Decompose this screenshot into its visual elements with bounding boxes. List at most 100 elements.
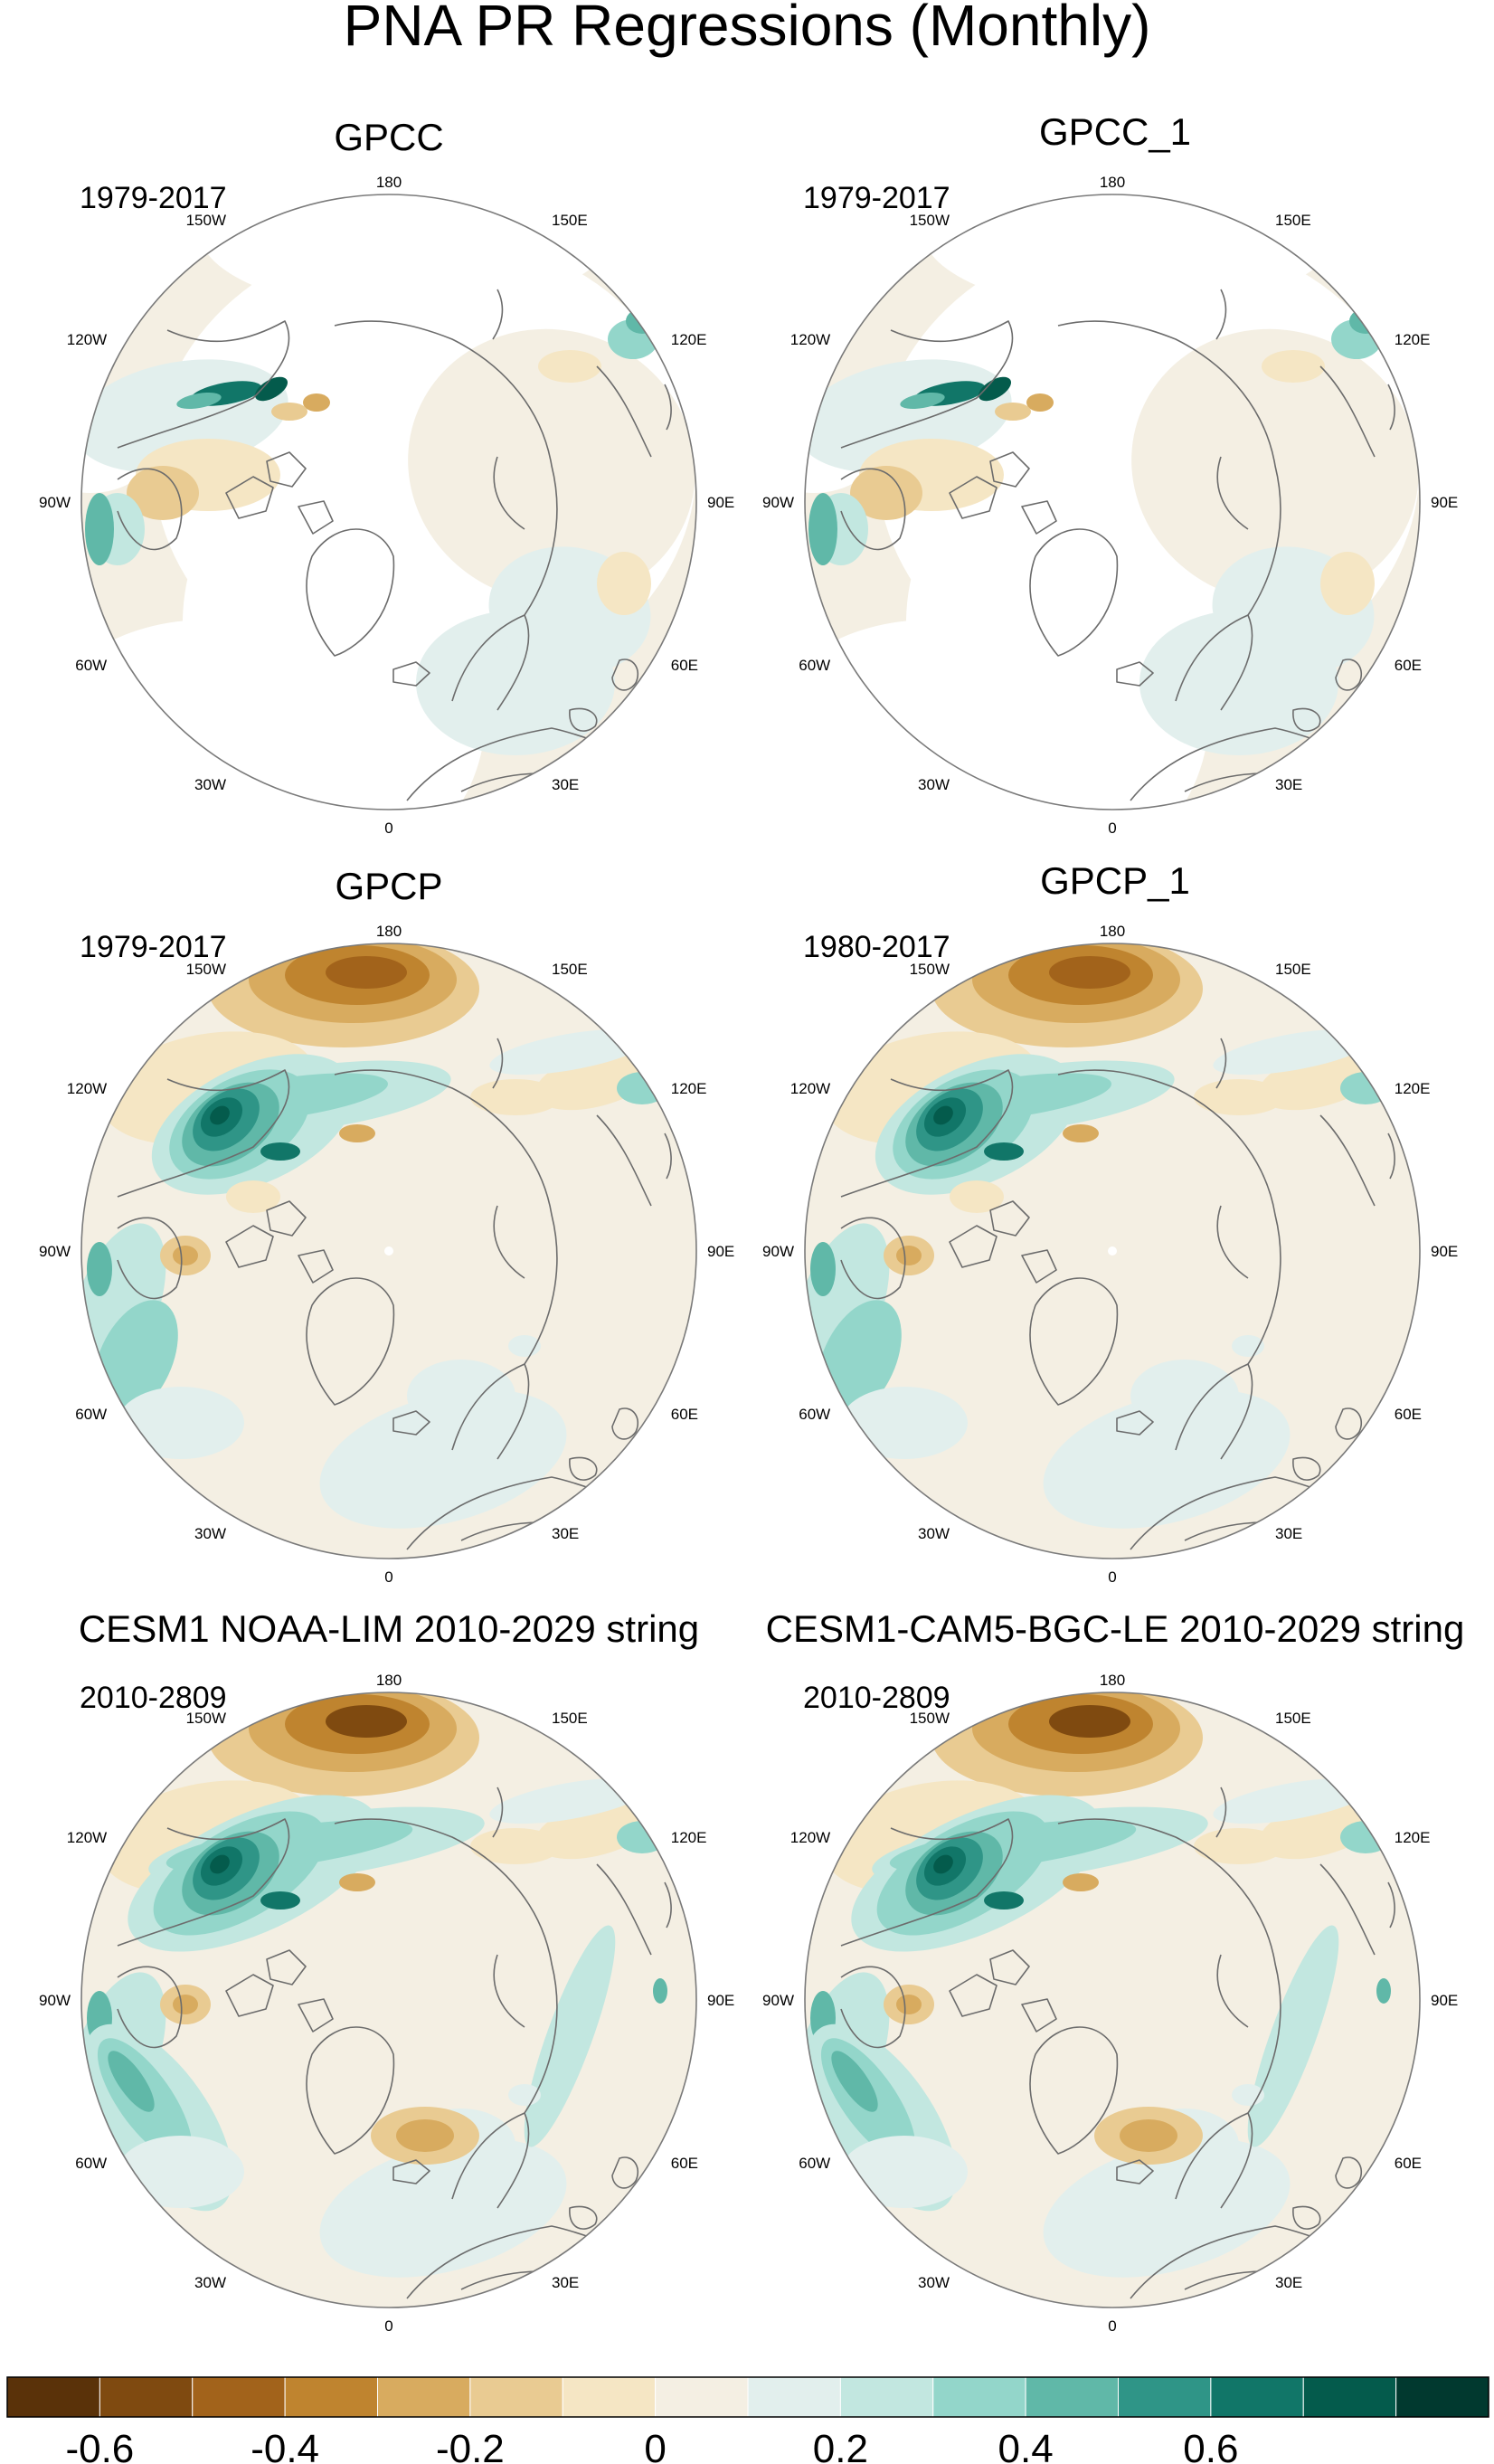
coastline-north-america — [840, 1818, 1014, 1947]
longitude-label: 120E — [1395, 331, 1431, 348]
longitude-label: 90W — [762, 1243, 794, 1260]
longitude-label: 120W — [67, 1829, 107, 1846]
colorbar-swatch — [747, 2376, 841, 2418]
longitude-label: 120E — [1395, 1829, 1431, 1846]
coastline-black-sea — [1292, 707, 1321, 732]
longitude-label: 60W — [75, 1406, 107, 1423]
panel-title: GPCP — [335, 865, 442, 907]
coastline-arctic-island — [949, 476, 998, 519]
longitude-label: 30E — [1275, 2274, 1302, 2291]
longitude-label: 180 — [376, 1672, 402, 1689]
coastline-kamchatka — [1215, 1786, 1227, 1838]
polar-map — [805, 1692, 1420, 2308]
longitude-label: 150E — [1275, 961, 1311, 978]
longitude-label: 120W — [67, 1080, 107, 1097]
coastline-iceland — [392, 2159, 430, 2184]
longitude-label: 60E — [671, 2155, 698, 2172]
anomaly-wet-strong — [260, 1891, 300, 1910]
coastline-japan — [664, 1881, 672, 1929]
longitude-label: 90E — [707, 1992, 734, 2009]
anomaly-dry-strong — [326, 1705, 407, 1738]
colorbar-tick-label: -0.4 — [251, 2427, 319, 2464]
coastline-greenland — [1029, 2026, 1119, 2155]
coastline-arctic-island — [225, 1225, 274, 1268]
pole-missing-data — [1108, 1246, 1117, 1256]
longitude-label: 60E — [671, 1406, 698, 1423]
map-boundary — [80, 1692, 697, 2308]
longitude-label: 30W — [918, 1525, 950, 1542]
anomaly-dry — [1120, 2119, 1177, 2152]
longitude-label: 0 — [1108, 1568, 1116, 1586]
anomaly-dry — [1026, 393, 1054, 412]
longitude-label: 90W — [762, 494, 794, 511]
ocean-mask — [81, 620, 371, 810]
coastline-arctic-island — [298, 1998, 334, 2033]
coastline-black-sea — [569, 2205, 598, 2230]
anomaly-dry — [597, 552, 651, 615]
coastline-novaya-zemlya — [1216, 1205, 1249, 1279]
anomaly-wet-weak — [319, 1389, 567, 1529]
anomaly-wet — [810, 1242, 836, 1296]
longitude-label: 150W — [910, 212, 950, 229]
coastline-iceland — [1116, 1410, 1154, 1436]
anomaly-dry-strong — [1049, 1705, 1130, 1738]
coastline-east-asia — [596, 365, 652, 458]
colorbar-swatch — [1118, 2376, 1212, 2418]
longitude-label: 150E — [552, 212, 588, 229]
coastline-caspian-sea — [611, 2156, 639, 2189]
longitude-label: 180 — [1100, 923, 1125, 940]
colorbar-tick-label: 0.2 — [813, 2427, 868, 2464]
anomaly-wet — [900, 393, 945, 409]
colorbar-swatch — [839, 2376, 934, 2418]
anomaly-dry — [173, 1995, 198, 2014]
coastline-arctic-island — [1021, 1998, 1057, 2033]
coastline-caspian-sea — [1335, 2156, 1363, 2189]
polar-map — [81, 943, 696, 1559]
anomaly-wet-strong — [210, 1854, 230, 1874]
coastline-iceland — [392, 661, 430, 687]
panel-title: CESM1 NOAA-LIM 2010-2029 string — [79, 1607, 699, 1650]
map-panel-cesm1-cam5-bgc-le: 180 150E 120E 90E 60E 30E 0 30W 60W 90W 120W 150W CE… — [762, 1607, 1464, 2335]
longitude-label: 180 — [1100, 1672, 1125, 1689]
anomaly-wet-weak — [1213, 1777, 1374, 1824]
coastline-siberia — [1057, 1818, 1281, 2114]
colorbar-swatch — [1025, 2376, 1119, 2418]
coastline-novaya-zemlya — [493, 1954, 525, 2028]
coastline-japan — [664, 384, 672, 431]
panel-years: 1979-2017 — [80, 181, 227, 215]
colorbar-swatch — [932, 2376, 1026, 2418]
coastline-arctic-island — [298, 1249, 334, 1284]
longitude-label: 150W — [186, 1710, 226, 1727]
ocean-mask — [922, 194, 1338, 312]
longitude-label: 60W — [799, 1406, 830, 1423]
anomaly-wet-strong — [254, 376, 288, 402]
coastline-arctic-island — [1021, 1249, 1057, 1284]
colorbar-swatch — [99, 2376, 194, 2418]
colorbar-swatch — [377, 2376, 471, 2418]
anomaly-dry — [950, 1180, 1004, 1213]
colorbar-swatch — [562, 2376, 657, 2418]
anomaly-wet-weak — [1043, 1389, 1291, 1529]
longitude-label: 30W — [918, 2274, 950, 2291]
colorbar-swatch — [1302, 2376, 1397, 2418]
map-panel-cesm1-noaa-lim: 180 150E 120E 90E 60E 30E 0 30W 60W 90W 120W 150W CE… — [39, 1607, 734, 2335]
map-boundary — [80, 194, 697, 810]
anomaly-dry — [1194, 1079, 1284, 1115]
coastline-arctic-island — [225, 1974, 274, 2017]
longitude-label: 0 — [1108, 820, 1116, 837]
colorbar-swatch — [192, 2376, 286, 2418]
longitude-label: 90W — [39, 1243, 71, 1260]
anomaly-dry-strong — [326, 956, 407, 989]
longitude-label: 30W — [194, 2274, 226, 2291]
anomaly-wet-weak — [118, 1387, 244, 1459]
colorbar-swatch — [6, 2376, 100, 2418]
coastline-greenland — [1029, 528, 1119, 657]
coastline-hudson-bay — [117, 1217, 183, 1300]
coastline-novaya-zemlya — [493, 1205, 525, 1279]
ocean-mask — [199, 194, 615, 312]
anomaly-wet-weak — [1130, 1360, 1239, 1432]
anomaly-wet-weak — [118, 2136, 244, 2208]
coastline-arctic-island — [298, 500, 334, 535]
longitude-label: 120E — [671, 331, 707, 348]
anomaly-dry — [1063, 1873, 1099, 1891]
